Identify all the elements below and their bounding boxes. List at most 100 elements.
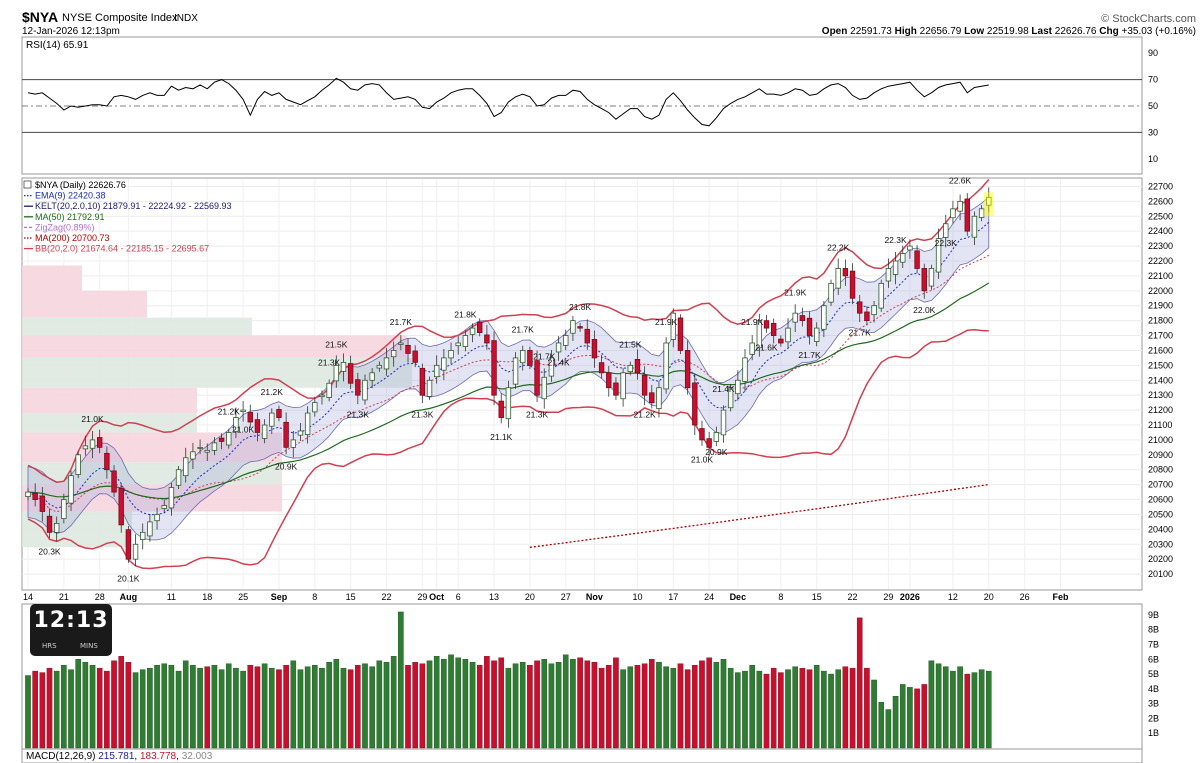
zigzag-label: 22.2K: [827, 243, 850, 253]
zigzag-label: 21.5K: [325, 339, 348, 349]
volume-bar: [742, 670, 748, 749]
legend-text: EMA(9) 22420.38: [35, 191, 106, 201]
candle: [484, 324, 490, 350]
clock-widget: 12:13 HRS MINS: [30, 604, 112, 656]
candle: [706, 431, 712, 457]
price-tick: 20700: [1148, 480, 1173, 490]
volume-bar: [61, 664, 67, 749]
date-tick: Oct: [429, 592, 444, 602]
rsi-line: [27, 77, 989, 127]
volume-profile-bar: [22, 335, 407, 358]
candle: [957, 194, 963, 221]
volume-bar: [225, 663, 232, 749]
candle: [276, 405, 282, 422]
legend-text: MA(200) 20700.73: [35, 233, 110, 243]
volume-bar: [448, 654, 454, 749]
clock-time: 12:13: [33, 608, 109, 633]
volume-bar: [928, 660, 935, 749]
candle: [971, 211, 978, 246]
candle: [340, 353, 347, 382]
volume-bar: [25, 675, 31, 749]
volume-bar: [641, 663, 648, 749]
candle: [412, 345, 418, 368]
volume-profile-bar: [22, 432, 282, 463]
volume-tick: 1B: [1148, 728, 1159, 738]
candle: [821, 300, 827, 338]
zigzag-label: 21.8K: [569, 302, 592, 312]
candle: [175, 466, 182, 489]
volume-bar: [362, 663, 368, 749]
rsi-tick: 50: [1148, 101, 1158, 111]
candle: [778, 335, 784, 347]
volume-bar: [613, 657, 619, 749]
zigzag-label: 21.9K: [741, 317, 764, 327]
volume-bar: [828, 673, 834, 749]
volume-bar: [89, 664, 96, 749]
volume-bar: [534, 660, 540, 749]
candle: [161, 499, 167, 514]
candle: [118, 483, 124, 533]
macd-label: MACD(12,26,9) 215.781, 183.778, 32.003: [26, 751, 213, 762]
zigzag-label: 21.8K: [454, 310, 477, 320]
volume-bar: [555, 662, 562, 749]
volume-bar: [326, 662, 332, 749]
candle: [799, 307, 806, 327]
volume-bar: [964, 673, 971, 749]
volume-bar: [692, 664, 698, 749]
date-tick: 10: [632, 592, 642, 602]
volume-bar: [663, 666, 669, 749]
volume-bar: [491, 660, 497, 749]
rsi-tick: 30: [1148, 127, 1158, 137]
volume-bar: [147, 667, 153, 749]
candle: [297, 423, 304, 441]
candle: [347, 355, 354, 390]
zigzag-label: 20.3K: [38, 547, 61, 557]
price-tick: 21100: [1148, 420, 1172, 430]
volume-bar: [197, 667, 203, 749]
candle: [448, 342, 454, 364]
price-tick: 20100: [1148, 569, 1173, 579]
price-tick: 22500: [1148, 211, 1173, 221]
candle: [555, 336, 562, 361]
volume-bar: [369, 666, 375, 749]
date-tick: Aug: [120, 592, 138, 602]
candle: [398, 335, 404, 351]
volume-bar: [892, 696, 899, 749]
volume-bar: [878, 701, 885, 749]
volume-bar: [168, 664, 175, 749]
legend-entry: EMA(9) 22420.38: [24, 191, 106, 201]
volume-bar: [340, 667, 347, 749]
volume-bar: [727, 667, 734, 749]
candle: [950, 200, 956, 224]
candle: [756, 313, 763, 357]
candle: [770, 318, 777, 344]
volume-bar: [333, 659, 340, 749]
volume-bar: [541, 659, 548, 749]
price-tick: 20600: [1148, 495, 1173, 505]
candle: [713, 426, 720, 447]
volume-bar: [498, 657, 505, 749]
date-tick: 22: [381, 592, 391, 602]
candle: [240, 401, 246, 422]
rsi-tick: 90: [1148, 48, 1158, 58]
price-tick: 21900: [1148, 301, 1173, 311]
hrs-label: HRS: [42, 642, 57, 650]
volume-bar: [921, 684, 928, 749]
candle: [814, 322, 820, 347]
zigzag-label: 21.5K: [619, 339, 642, 349]
volume-bar: [75, 659, 81, 749]
candle: [656, 380, 662, 418]
volume-profile-bar: [22, 462, 282, 485]
candle: [986, 187, 992, 213]
candle: [426, 376, 433, 401]
zigzag-label: 20.1K: [117, 574, 140, 584]
exchange: INDX: [174, 13, 198, 24]
volume-bar: [634, 664, 641, 749]
mins-label: MINS: [80, 642, 98, 650]
date-tick: 18: [202, 592, 212, 602]
volume-profile-bar: [22, 317, 252, 336]
volume-bar: [53, 670, 60, 749]
zigzag-label: 22.3K: [884, 235, 907, 245]
price-tick: 21700: [1148, 331, 1173, 341]
candle: [46, 508, 53, 539]
